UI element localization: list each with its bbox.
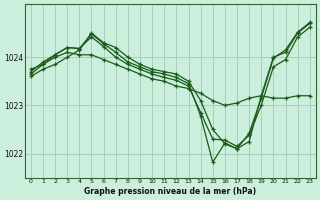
X-axis label: Graphe pression niveau de la mer (hPa): Graphe pression niveau de la mer (hPa) [84, 187, 256, 196]
